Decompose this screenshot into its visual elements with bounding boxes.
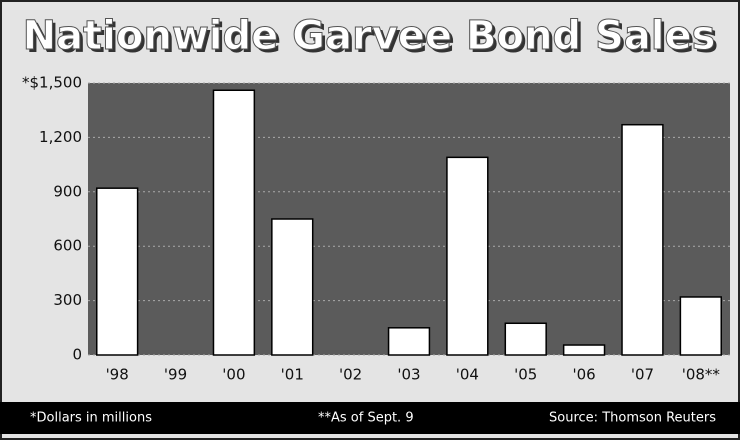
bar [96, 187, 139, 356]
bar [504, 322, 547, 356]
bar [562, 344, 606, 356]
chart-title: Nationwide Garvee Bond Sales [23, 13, 716, 59]
bar [679, 296, 722, 356]
bar [271, 218, 314, 356]
y-tick-label: 600 [53, 237, 82, 255]
footer [0, 402, 740, 434]
x-tick-label: '08** [682, 366, 721, 384]
footnote: *Dollars in millions [30, 411, 152, 426]
x-tick-label: '00 [222, 366, 245, 384]
bar [212, 89, 256, 356]
footnote: **As of Sept. 9 [318, 411, 414, 426]
y-tick-label: *$1,500 [22, 74, 82, 92]
x-tick-label: '07 [631, 366, 654, 384]
x-tick-label: '05 [514, 366, 537, 384]
x-tick-label: '03 [397, 366, 420, 384]
source: Source: Thomson Reuters [549, 411, 716, 426]
bar [621, 123, 664, 356]
bar [387, 327, 431, 356]
y-tick-label: 1,200 [39, 128, 82, 146]
x-tick-label: '02 [339, 366, 362, 384]
y-tick-label: 300 [53, 291, 82, 309]
bar [446, 156, 489, 356]
x-tick-label: '04 [456, 366, 479, 384]
y-tick-label: 900 [53, 182, 82, 200]
x-tick-label: '98 [106, 366, 129, 384]
x-tick-label: '01 [281, 366, 304, 384]
x-tick-label: '06 [572, 366, 595, 384]
y-tick-label: 0 [72, 346, 82, 364]
title-shadow: Nationwide Garvee Bond Sales [26, 16, 719, 62]
x-tick-label: '99 [164, 366, 187, 384]
